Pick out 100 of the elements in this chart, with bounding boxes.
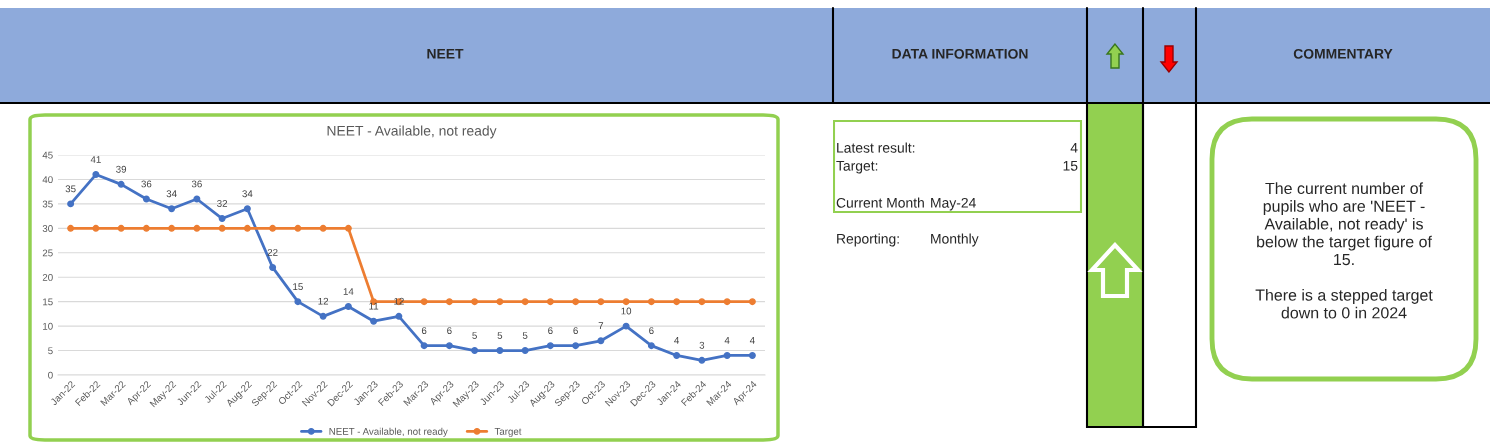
y-tick-label: 15 xyxy=(43,298,53,306)
point xyxy=(117,180,125,188)
point xyxy=(546,298,554,306)
data-label: 6 xyxy=(447,327,452,335)
point xyxy=(445,298,453,306)
data-label: 15 xyxy=(293,283,303,291)
text: May-24 xyxy=(931,197,976,211)
data-label: 6 xyxy=(421,327,427,335)
point xyxy=(92,224,100,232)
data-label: 6 xyxy=(573,327,578,335)
data-label: 39 xyxy=(116,165,127,173)
point xyxy=(319,312,327,320)
point xyxy=(193,195,201,203)
data-label: 11 xyxy=(369,302,379,310)
point xyxy=(445,342,453,350)
point xyxy=(647,342,655,350)
data-label: 5 xyxy=(522,332,528,339)
point xyxy=(269,224,277,232)
data-label: 34 xyxy=(242,190,253,198)
y-tick-label: 0 xyxy=(48,371,53,379)
point xyxy=(673,351,681,359)
point xyxy=(748,298,756,306)
point xyxy=(723,351,731,359)
point xyxy=(218,215,226,223)
point xyxy=(647,298,655,306)
legend-label: NEET - Available, not ready xyxy=(329,427,448,437)
point xyxy=(168,205,176,213)
y-tick-label: 30 xyxy=(42,225,53,232)
point xyxy=(370,317,378,325)
point xyxy=(521,347,529,355)
point xyxy=(395,312,403,320)
data-label: 4 xyxy=(749,337,755,344)
text: COMMENTARY xyxy=(1293,48,1393,59)
point xyxy=(521,298,529,306)
data-label: 5 xyxy=(497,332,503,339)
point xyxy=(319,224,327,232)
y-tick-label: 25 xyxy=(42,249,53,257)
point xyxy=(597,337,605,345)
data-label: 22 xyxy=(267,248,278,256)
data-label: 6 xyxy=(548,327,553,335)
data-label: 6 xyxy=(649,327,654,335)
y-tick-label: 10 xyxy=(43,322,53,330)
point xyxy=(193,224,201,232)
text: Target: xyxy=(836,161,878,174)
point xyxy=(496,347,504,355)
y-tick-label: 20 xyxy=(42,273,53,281)
point xyxy=(294,224,302,232)
data-label: 4 xyxy=(724,337,730,344)
data-label: 7 xyxy=(598,322,604,330)
text: 4 xyxy=(1070,143,1078,153)
point xyxy=(597,298,605,306)
point xyxy=(698,298,706,306)
legend-label: Target xyxy=(494,428,522,437)
point xyxy=(673,298,681,306)
text: Current Month xyxy=(836,197,924,208)
text: Reporting: xyxy=(837,233,899,247)
text: 15 xyxy=(1063,161,1078,171)
point xyxy=(420,298,428,306)
data-label: 32 xyxy=(217,200,228,207)
data-label: 12 xyxy=(394,297,404,305)
data-label: 34 xyxy=(166,190,177,198)
point xyxy=(572,342,580,350)
text: NEET xyxy=(427,49,464,59)
y-tick-label: 45 xyxy=(42,151,53,159)
point xyxy=(698,356,706,364)
data-label: 12 xyxy=(318,297,329,305)
point xyxy=(546,342,554,350)
point xyxy=(218,224,226,232)
text: Latest result: xyxy=(837,142,915,153)
data-label: 36 xyxy=(141,180,152,188)
point xyxy=(168,224,176,232)
point xyxy=(471,347,479,355)
point xyxy=(471,298,479,306)
point xyxy=(142,195,150,203)
data-label: 41 xyxy=(90,156,101,163)
point xyxy=(572,298,580,306)
point xyxy=(622,322,630,330)
point xyxy=(748,351,756,359)
data-label: 35 xyxy=(65,185,76,193)
data-label: 4 xyxy=(674,337,680,344)
point xyxy=(243,205,251,213)
text: DATA INFORMATION xyxy=(892,48,1028,59)
point xyxy=(67,224,75,232)
y-tick-label: 40 xyxy=(42,176,53,184)
point xyxy=(344,303,352,311)
y-tick-label: 35 xyxy=(42,200,53,208)
point xyxy=(496,298,504,306)
text: The current number of pupils who are 'NEET - Available, not ready' is below the target figure of 15. There is a stepped target down to 0 in 2024 xyxy=(1255,182,1433,319)
chart-title: NEET - Available, not ready xyxy=(327,125,497,139)
data-label: 14 xyxy=(343,288,354,295)
point xyxy=(243,224,251,232)
point xyxy=(67,200,75,208)
point xyxy=(294,298,302,306)
point xyxy=(92,171,100,179)
text: Monthly xyxy=(931,233,979,247)
point xyxy=(420,342,428,350)
point xyxy=(622,298,630,306)
point xyxy=(723,298,731,306)
point xyxy=(269,263,277,271)
point xyxy=(117,224,125,232)
